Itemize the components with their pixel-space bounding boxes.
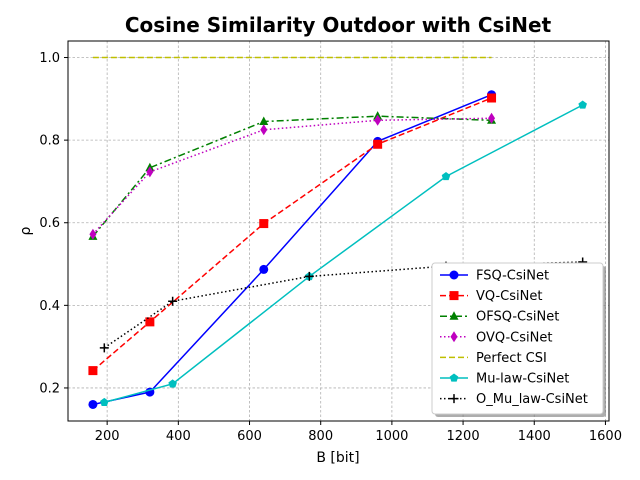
data-point	[168, 296, 178, 306]
data-point	[89, 228, 97, 240]
x-tick-label: 1000	[375, 429, 408, 444]
legend-label: Perfect CSI	[476, 351, 547, 366]
x-tick-label: 200	[95, 429, 120, 444]
y-tick-label: 0.2	[39, 381, 60, 396]
data-point	[260, 124, 268, 136]
series-ovq-csinet	[89, 112, 496, 240]
legend-item: O_Mu_law-CsiNet	[440, 392, 588, 407]
legend-marker	[449, 373, 459, 382]
y-tick-label: 0.8	[39, 134, 60, 149]
data-point	[441, 171, 451, 181]
legend-label: VQ-CsiNet	[476, 289, 542, 304]
legend-label: OVQ-CsiNet	[476, 330, 552, 345]
legend-item: OVQ-CsiNet	[440, 330, 552, 345]
data-point	[146, 166, 154, 178]
data-point	[487, 93, 497, 103]
data-point	[259, 219, 269, 229]
legend-item: OFSQ-CsiNet	[440, 310, 559, 325]
data-point	[100, 397, 109, 407]
data-point	[259, 116, 269, 126]
x-tick-label: 400	[166, 429, 191, 444]
data-point	[578, 100, 587, 109]
legend-marker	[449, 291, 459, 301]
legend-item: VQ-CsiNet	[440, 289, 542, 304]
x-tick-label: 600	[237, 429, 262, 444]
data-point	[374, 114, 382, 126]
tick-layer: 200 400 600 800 1000 1200 1400 1600 0.2 0.4 0.6 0.8…	[39, 51, 622, 444]
legend-label: O_Mu_law-CsiNet	[476, 392, 588, 407]
data-point	[259, 264, 269, 274]
legend: FSQ-CsiNet VQ-CsiNet OFSQ-CsiNet OVQ-CsiNet…	[431, 262, 606, 417]
data-point	[88, 399, 98, 409]
legend-marker	[449, 394, 459, 404]
data-point	[88, 366, 98, 376]
data-point	[304, 271, 314, 281]
legend-marker	[449, 270, 459, 280]
x-tick-label: 800	[308, 429, 333, 444]
series-line	[92, 117, 492, 235]
series-vq-csinet	[88, 93, 497, 376]
y-tick-label: 0.4	[39, 299, 60, 314]
legend-label: OFSQ-CsiNet	[476, 310, 559, 325]
y-axis-label: ρ	[18, 226, 34, 235]
legend-marker	[449, 311, 459, 320]
data-point	[99, 343, 109, 353]
legend-marker	[450, 331, 458, 343]
x-tick-label: 1600	[589, 429, 622, 444]
x-tick-label: 1200	[447, 429, 480, 444]
legend-item: FSQ-CsiNet	[440, 269, 549, 284]
data-point	[373, 139, 383, 149]
data-point	[145, 317, 155, 327]
legend-item: Mu-law-CsiNet	[440, 372, 569, 387]
x-axis-label: B [bit]	[316, 450, 359, 466]
legend-item: Perfect CSI	[440, 351, 547, 366]
series-fsq-csinet	[88, 90, 497, 409]
plot-frame	[67, 40, 610, 422]
x-tick-label: 1400	[518, 429, 551, 444]
data-point	[168, 379, 177, 388]
chart-title: Cosine Similarity Outdoor with CsiNet	[125, 13, 552, 37]
data-point	[488, 112, 496, 124]
legend-box	[431, 262, 604, 415]
legend-label: FSQ-CsiNet	[476, 269, 549, 284]
legend-label: Mu-law-CsiNet	[476, 372, 569, 387]
y-tick-label: 0.6	[39, 216, 60, 231]
y-tick-label: 1.0	[39, 51, 60, 66]
